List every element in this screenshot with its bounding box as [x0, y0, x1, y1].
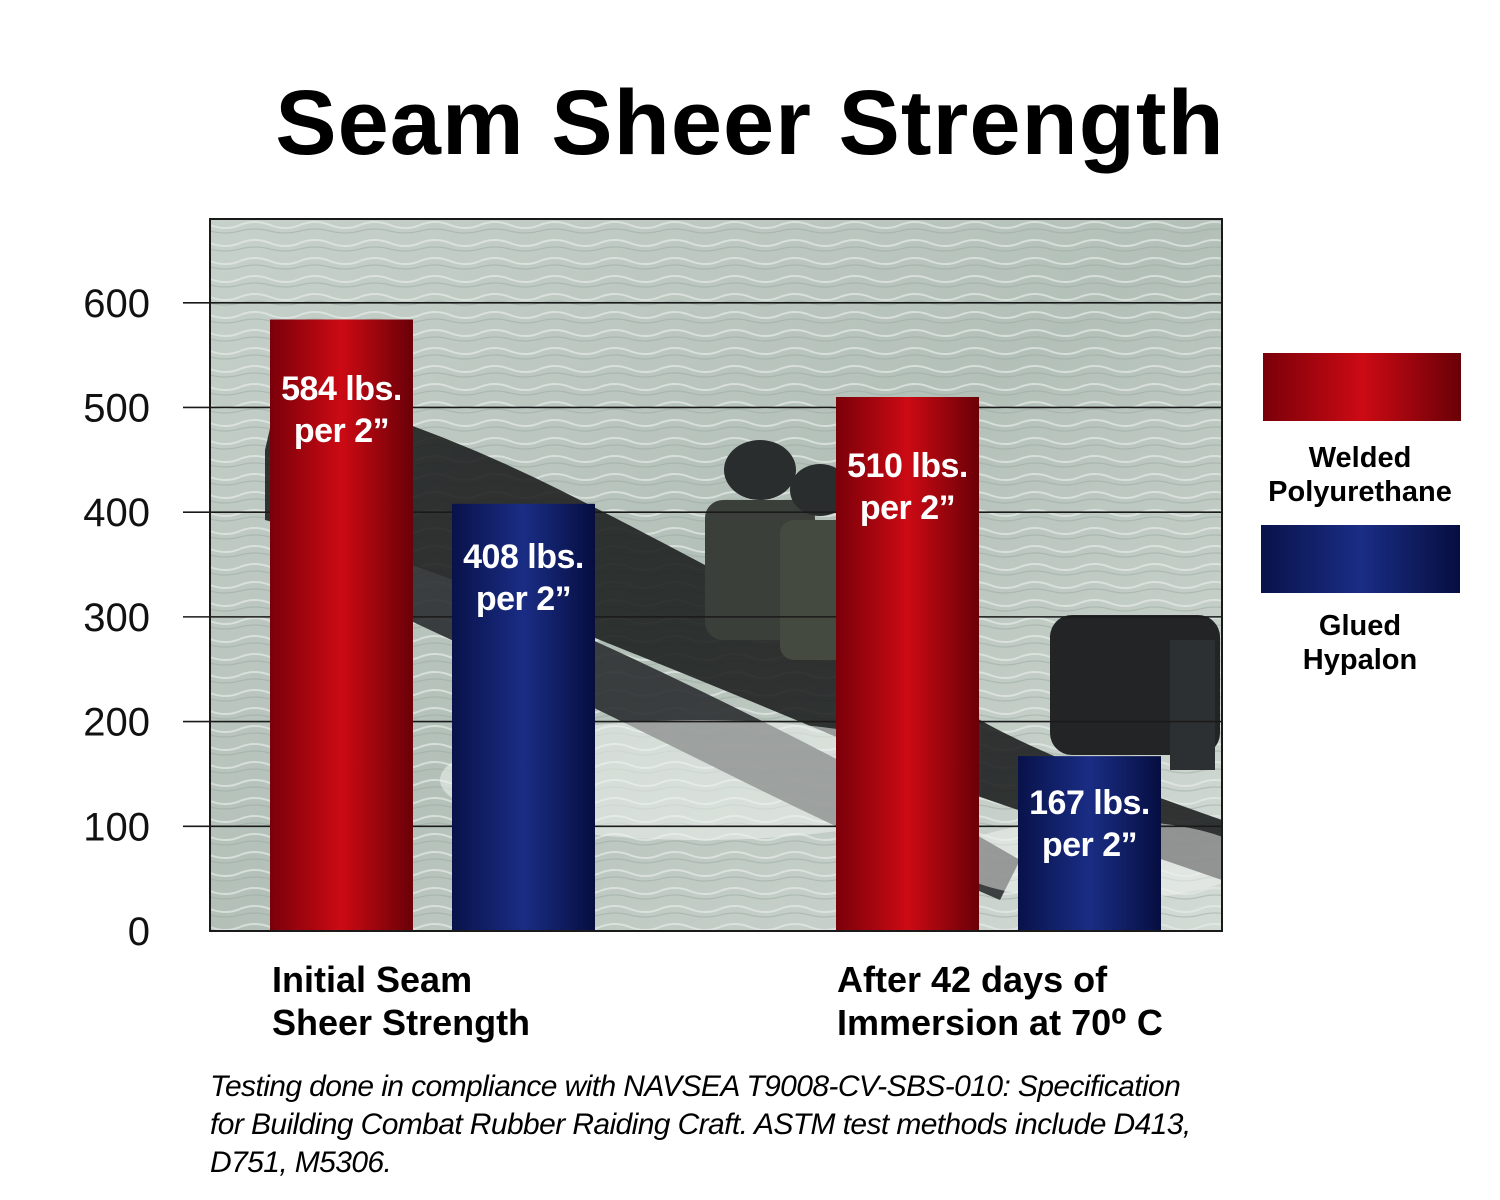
category-label-initial: Initial Seam Sheer Strength	[272, 959, 531, 1043]
y-tick-label: 100	[83, 805, 150, 849]
legend-label-welded: Welded Polyurethane	[1268, 442, 1452, 508]
legend-swatch-hypalon	[1261, 525, 1460, 593]
y-tick-label: 600	[83, 282, 150, 326]
legend-swatch-welded	[1263, 353, 1461, 421]
bars	[270, 319, 1161, 931]
bar-hypalon-1	[1018, 756, 1161, 931]
bar-data-label: 167 lbs. per 2”	[1029, 784, 1150, 865]
bar-welded-0	[270, 319, 413, 931]
category-label-immersion: After 42 days of Immersion at 70⁰ C	[837, 959, 1163, 1043]
bar-welded-1	[836, 397, 979, 931]
footnote: Testing done in compliance with NAVSEA T…	[210, 1070, 1191, 1179]
y-tick-label: 500	[83, 386, 150, 430]
y-tick-label: 0	[128, 910, 150, 954]
y-tick-label: 300	[83, 596, 150, 640]
y-axis-ticks: 0 100 200 300 400 500 600	[83, 282, 150, 954]
chart-title: Seam Sheer Strength	[275, 72, 1225, 174]
bar-data-label: 408 lbs. per 2”	[463, 537, 584, 618]
y-tick-label: 200	[83, 701, 150, 745]
plot-frame	[209, 218, 1223, 932]
bar-data-label: 584 lbs. per 2”	[281, 369, 402, 450]
legend-label-hypalon: Glued Hypalon	[1302, 610, 1418, 676]
y-tick-label: 400	[83, 491, 150, 535]
bar-data-label: 510 lbs. per 2”	[847, 447, 968, 527]
bar-hypalon-0	[452, 503, 595, 931]
